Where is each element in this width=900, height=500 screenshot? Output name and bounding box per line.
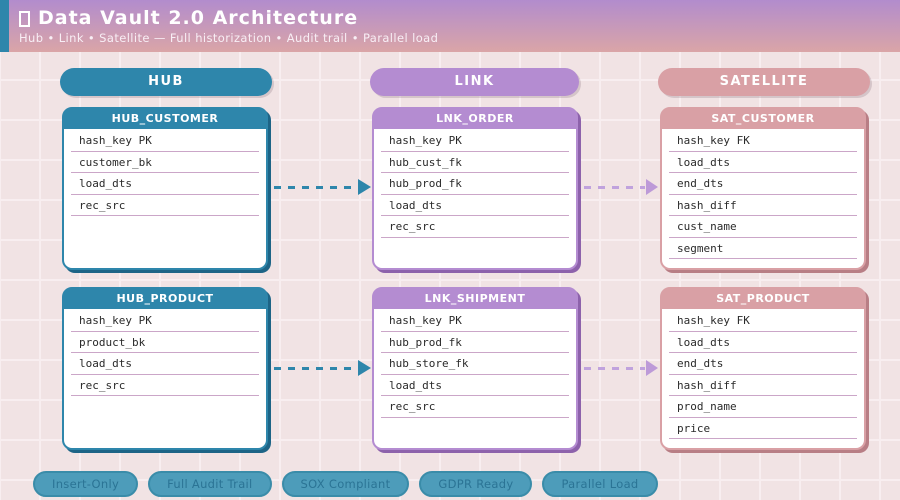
- table-field: product_bk: [71, 332, 259, 353]
- table-field: cust_name: [669, 216, 857, 238]
- table-hub-product: HUB_PRODUCT hash_key PK product_bk load_dt…: [62, 287, 268, 450]
- table-fields: hash_key FK load_dts end_dts hash_diff prod_…: [662, 309, 864, 439]
- table-field: rec_src: [381, 396, 569, 418]
- table-field: hash_key FK: [669, 310, 857, 332]
- table-title: HUB_PRODUCT: [64, 289, 266, 309]
- header-banner: Data Vault 2.0 Architecture Hub • Link •…: [0, 0, 900, 52]
- table-field: hub_store_fk: [381, 353, 569, 375]
- arrow-lnk-shipment-to-sat-product: [584, 359, 658, 377]
- table-field: rec_src: [381, 216, 569, 238]
- dashed-line: [584, 185, 645, 189]
- table-title: LNK_SHIPMENT: [374, 289, 576, 309]
- table-field: segment: [669, 238, 857, 259]
- table-title: SAT_CUSTOMER: [662, 109, 864, 129]
- table-field: hash_diff: [669, 375, 857, 396]
- title-row: Data Vault 2.0 Architecture: [19, 7, 358, 29]
- column-pill-satellite: SATELLITE: [658, 68, 870, 96]
- feature-badge: SOX Compliant: [281, 471, 410, 497]
- table-field: rec_src: [71, 375, 259, 396]
- table-field: rec_src: [71, 195, 259, 216]
- feature-badge: Full Audit Trail: [148, 471, 272, 497]
- feature-badge: Insert-Only: [33, 471, 139, 497]
- arrowhead-icon: [358, 179, 371, 195]
- arrowhead-icon: [646, 179, 658, 195]
- dashed-line: [274, 185, 358, 189]
- table-field: end_dts: [669, 173, 857, 195]
- table-field: hash_key PK: [71, 310, 259, 332]
- feature-badges: Insert-Only Full Audit Trail SOX Compliant…: [33, 471, 658, 497]
- column-pill-hub: HUB: [60, 68, 272, 96]
- table-fields: hash_key PK product_bk load_dts rec_src: [64, 309, 266, 396]
- table-sat-product: SAT_PRODUCT hash_key FK load_dts end_dts ha…: [660, 287, 866, 450]
- table-field: load_dts: [669, 332, 857, 353]
- table-field: hub_cust_fk: [381, 152, 569, 173]
- table-field: prod_name: [669, 396, 857, 418]
- table-field: load_dts: [71, 173, 259, 195]
- table-field: load_dts: [669, 152, 857, 173]
- dashed-line: [274, 366, 358, 370]
- feature-badge: GDPR Ready: [419, 471, 533, 497]
- table-fields: hash_key PK hub_prod_fk hub_store_fk load_d…: [374, 309, 576, 418]
- table-field: hub_prod_fk: [381, 173, 569, 195]
- table-field: hub_prod_fk: [381, 332, 569, 353]
- table-lnk-shipment: LNK_SHIPMENT hash_key PK hub_prod_fk hub_s…: [372, 287, 578, 450]
- arrowhead-icon: [358, 360, 371, 376]
- table-field: load_dts: [381, 375, 569, 396]
- header-accent-bar: [0, 0, 9, 52]
- table-title: SAT_PRODUCT: [662, 289, 864, 309]
- table-field: load_dts: [71, 353, 259, 375]
- dashed-line: [584, 366, 645, 370]
- table-lnk-order: LNK_ORDER hash_key PK hub_cust_fk hub_prod…: [372, 107, 578, 270]
- table-field: hash_diff: [669, 195, 857, 216]
- column-pill-link: LINK: [370, 68, 579, 96]
- table-hub-customer: HUB_CUSTOMER hash_key PK customer_bk load_…: [62, 107, 268, 270]
- table-sat-customer: SAT_CUSTOMER hash_key FK load_dts end_dts h…: [660, 107, 866, 270]
- table-field: hash_key PK: [381, 310, 569, 332]
- table-fields: hash_key PK customer_bk load_dts rec_src: [64, 129, 266, 216]
- table-field: load_dts: [381, 195, 569, 216]
- table-field: end_dts: [669, 353, 857, 375]
- page-subtitle: Hub • Link • Satellite — Full historizat…: [19, 31, 439, 45]
- arrowhead-icon: [646, 360, 658, 376]
- table-fields: hash_key PK hub_cust_fk hub_prod_fk load_dt…: [374, 129, 576, 238]
- table-field: customer_bk: [71, 152, 259, 173]
- feature-badge: Parallel Load: [542, 471, 658, 497]
- table-field: hash_key PK: [71, 130, 259, 152]
- missing-glyph-icon: [19, 10, 30, 27]
- arrow-hub-product-to-lnk-shipment: [274, 359, 371, 377]
- arrow-hub-customer-to-lnk-order: [274, 178, 371, 196]
- table-field: price: [669, 418, 857, 439]
- table-fields: hash_key FK load_dts end_dts hash_diff cust_…: [662, 129, 864, 259]
- table-title: HUB_CUSTOMER: [64, 109, 266, 129]
- table-field: hash_key PK: [381, 130, 569, 152]
- table-field: hash_key FK: [669, 130, 857, 152]
- table-title: LNK_ORDER: [374, 109, 576, 129]
- page-title: Data Vault 2.0 Architecture: [38, 7, 359, 29]
- arrow-lnk-order-to-sat-customer: [584, 178, 658, 196]
